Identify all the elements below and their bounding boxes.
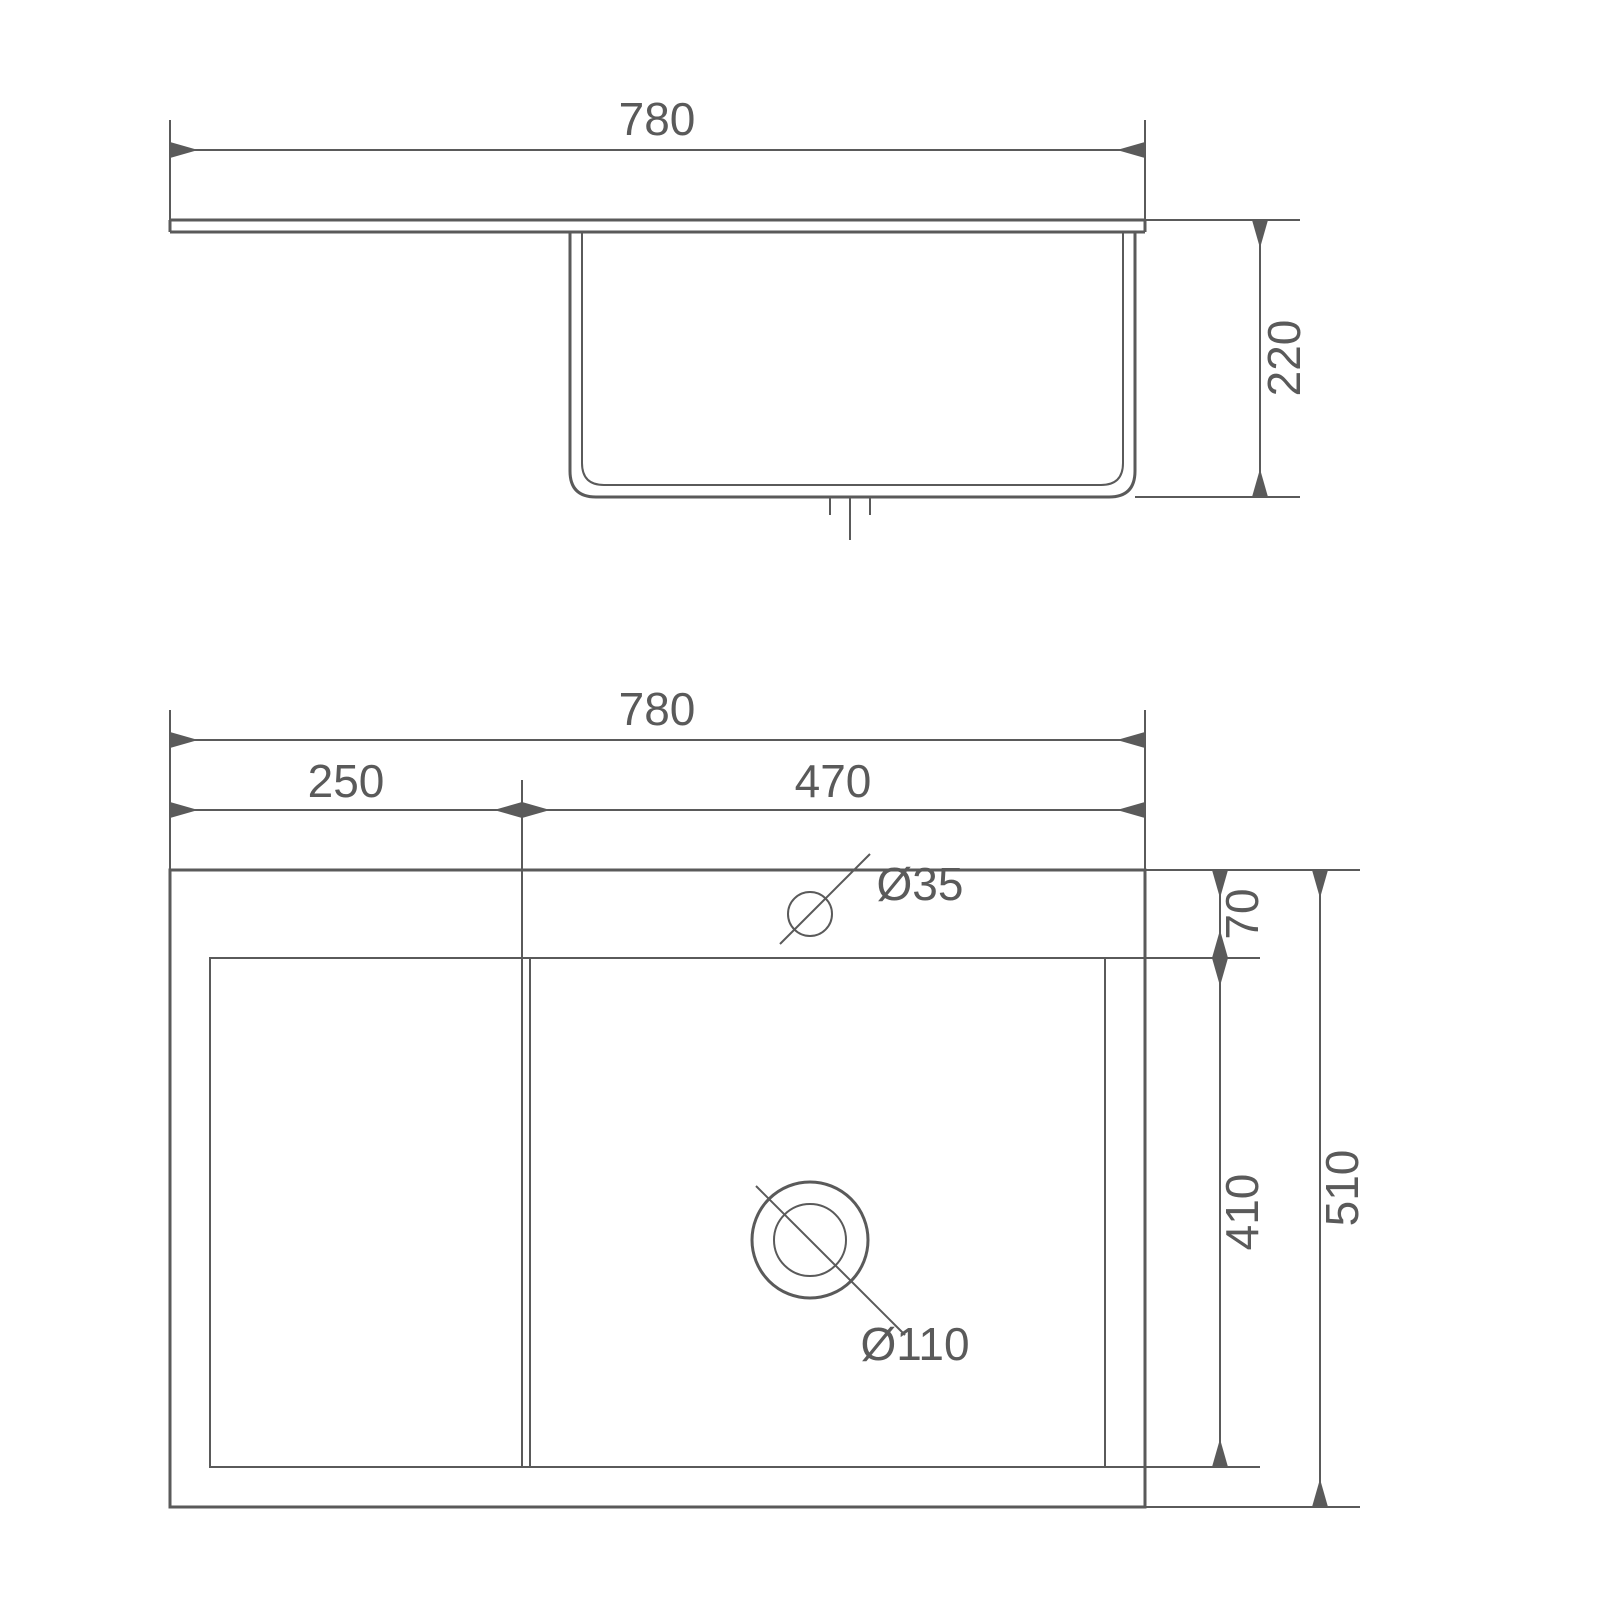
- dim-top-ledge-label: 70: [1216, 888, 1268, 939]
- dim-front-width-label: 780: [619, 93, 696, 145]
- dim-top-bowl-label: 470: [795, 755, 872, 807]
- dim-front-depth: 220: [1135, 220, 1310, 497]
- dim-top-width-label: 780: [619, 683, 696, 735]
- dim-top-bowl-depth-label: 410: [1216, 1174, 1268, 1251]
- waste-hole: Ø110: [752, 1182, 970, 1370]
- front-view: 780 220: [170, 93, 1310, 540]
- dim-front-width: 780: [170, 93, 1145, 220]
- tap-hole: Ø35: [780, 854, 963, 944]
- technical-drawing: 780 220 Ø35: [0, 0, 1600, 1600]
- waste-hole-label: Ø110: [860, 1318, 969, 1370]
- dim-top-subwidths: 250 470: [170, 755, 1145, 958]
- dim-top-drainer-label: 250: [308, 755, 385, 807]
- dim-front-depth-label: 220: [1258, 320, 1310, 397]
- tap-hole-label: Ø35: [877, 858, 964, 910]
- dim-top-overall-depth-label: 510: [1316, 1150, 1368, 1227]
- top-view: Ø35 Ø110 780 250 470: [170, 683, 1368, 1507]
